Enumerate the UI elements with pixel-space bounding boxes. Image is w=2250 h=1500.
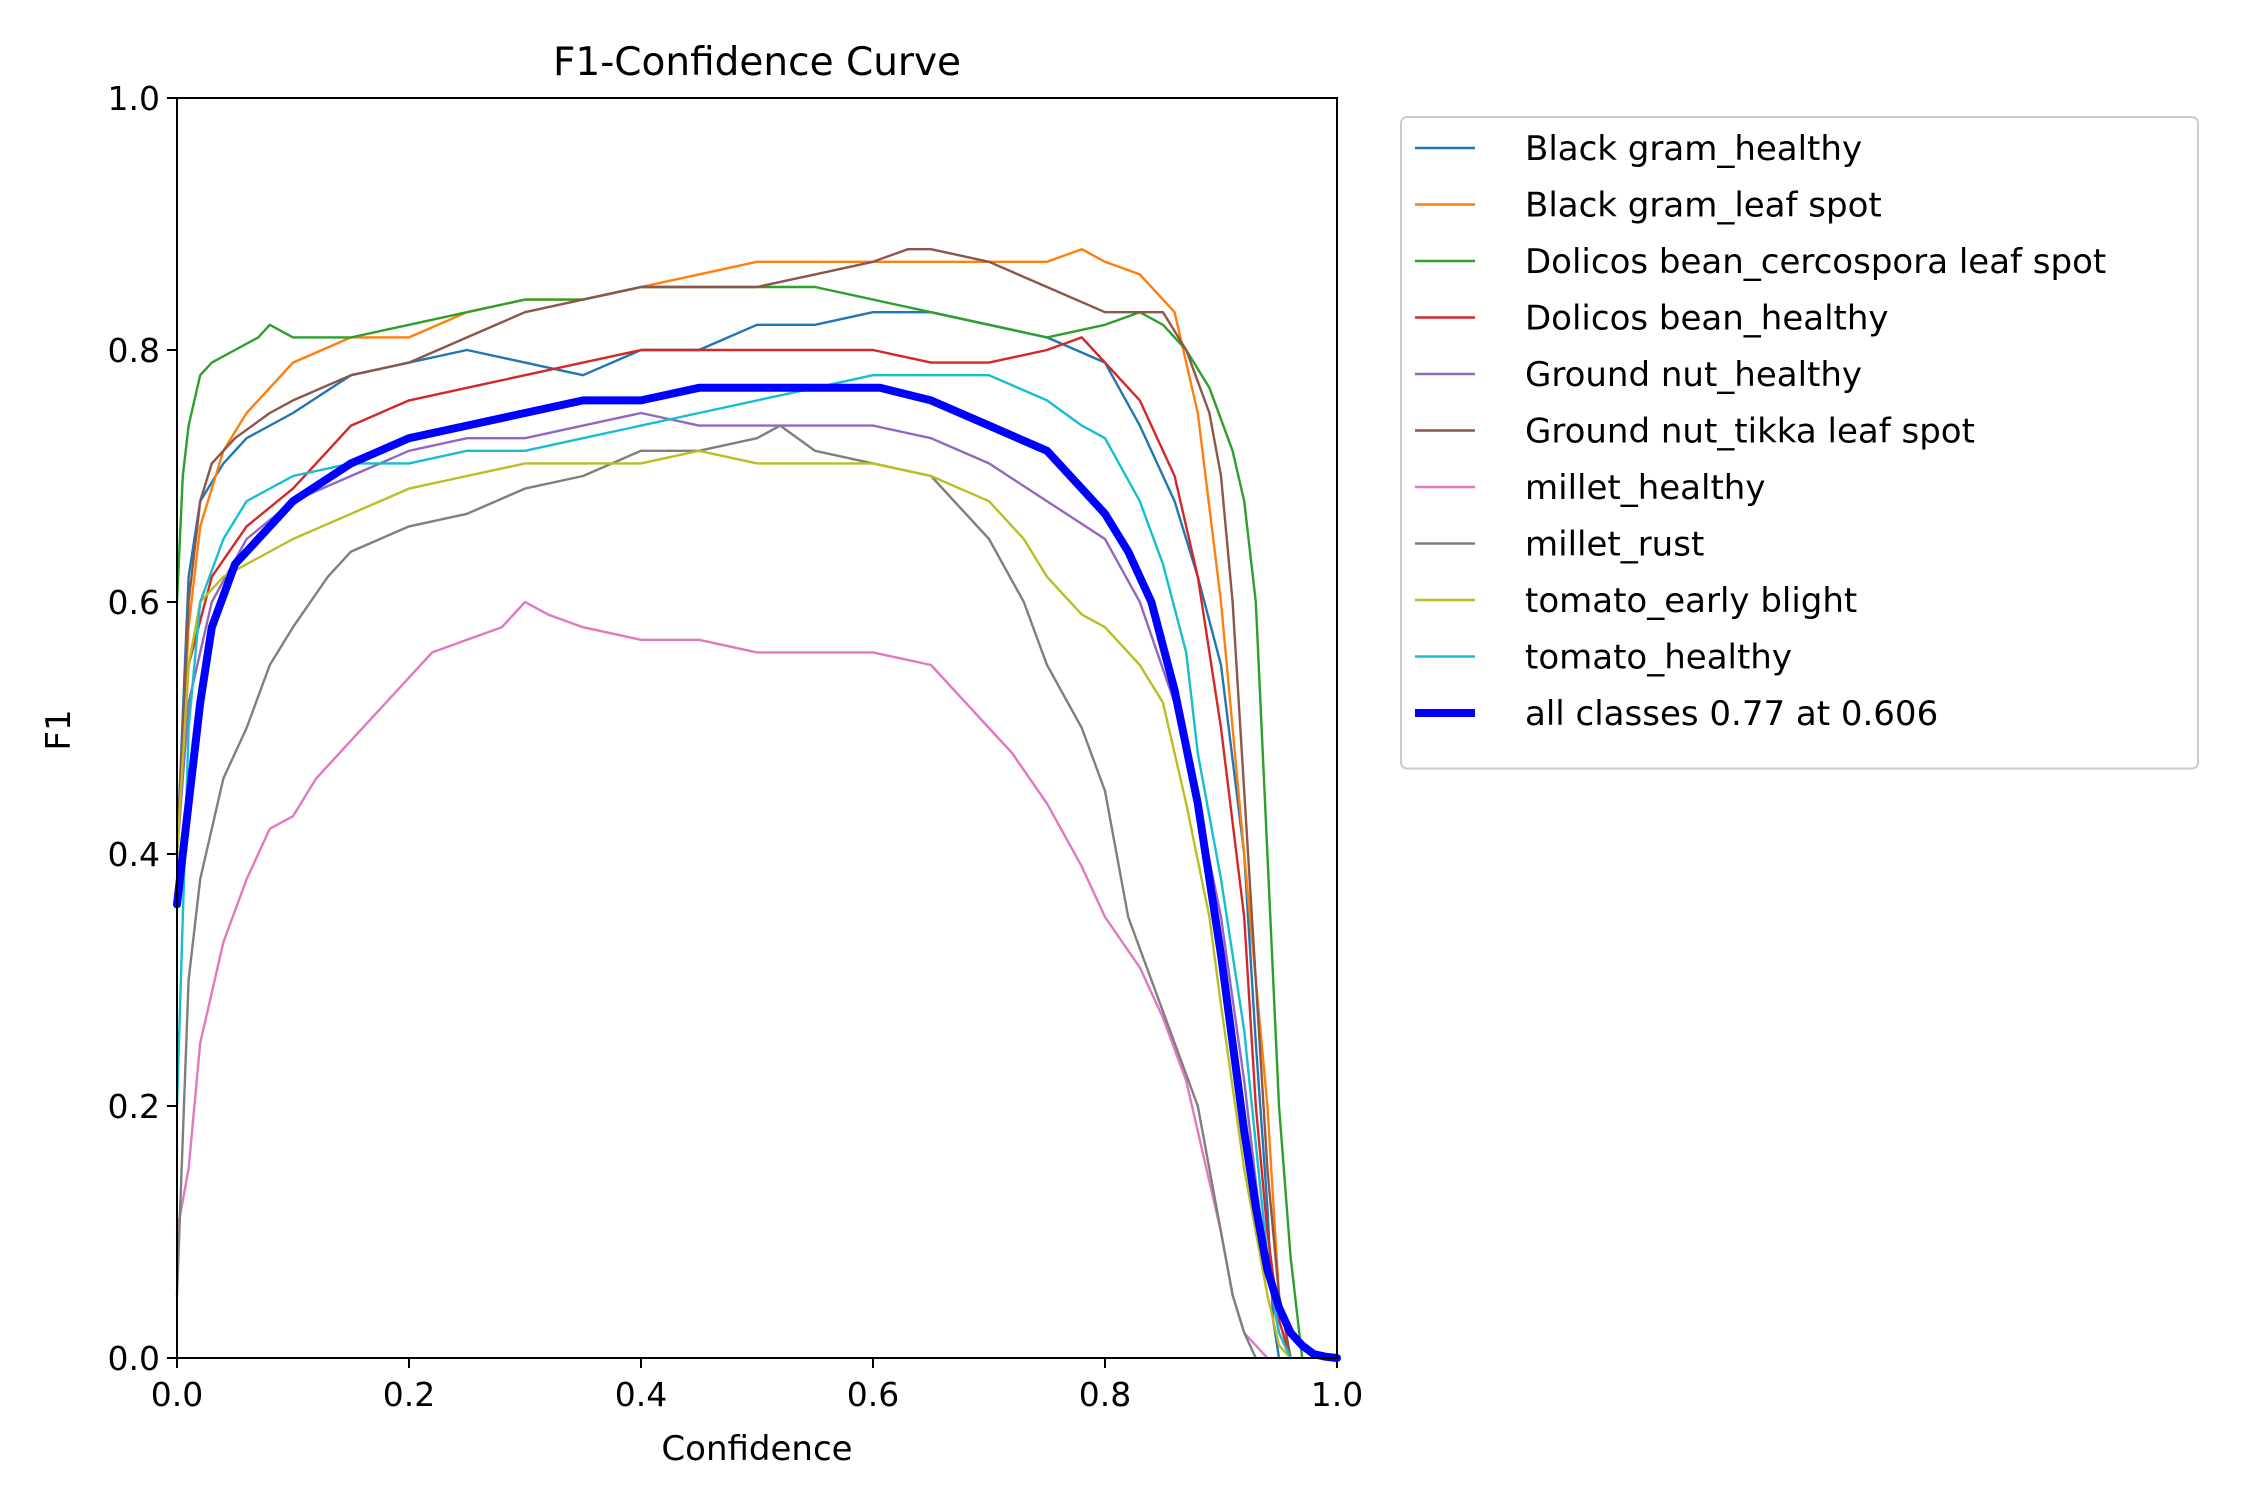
plot-frame (176, 97, 1338, 1359)
legend-label: Black gram_leaf spot (1525, 186, 1882, 226)
series-line-3 (175, 336, 1292, 1360)
axis-ticks: 0.0 0.2 0.4 0.6 0.8 1.0 0.0 0.2 0.4 0.6 0.8 1.0 (108, 79, 1364, 1414)
x-tick-label: 0.4 (615, 1375, 667, 1414)
x-tick-label: 0.0 (151, 1375, 203, 1414)
x-tick-label: 0.6 (847, 1375, 899, 1414)
legend-label: Dolicos bean_healthy (1525, 299, 1889, 339)
series-line-8 (175, 449, 1292, 1360)
series-line-0 (175, 311, 1281, 1360)
y-tick-label: 0.8 (108, 331, 160, 370)
series-line-9 (175, 374, 1292, 1360)
y-tick-label: 0.2 (108, 1087, 160, 1126)
x-tick-label: 0.8 (1079, 1375, 1131, 1414)
legend-label: Ground nut_tikka leaf spot (1525, 412, 1975, 452)
series-line-1 (175, 247, 1292, 1360)
series-line-10 (173, 383, 1341, 1362)
legend-label: tomato_healthy (1525, 638, 1792, 678)
x-axis-label: Confidence (661, 1429, 852, 1469)
y-tick-label: 1.0 (108, 79, 160, 118)
legend-label: Ground nut_healthy (1525, 355, 1862, 395)
series-lines (173, 247, 1341, 1362)
legend-label: Dolicos bean_cercospora leaf spot (1525, 242, 2106, 282)
legend-label: tomato_early blight (1525, 581, 1857, 621)
chart-title: F1-Confidence Curve (553, 40, 961, 85)
series-line-4 (175, 411, 1292, 1360)
x-tick-label: 1.0 (1311, 1375, 1363, 1414)
legend-label: Black gram_healthy (1525, 129, 1862, 169)
x-tick-label: 0.2 (383, 1375, 435, 1414)
series-line-6 (175, 600, 1269, 1360)
series-line-5 (175, 247, 1292, 1360)
legend: Black gram_healthy Black gram_leaf spot Do… (1400, 116, 2199, 770)
legend-label: all classes 0.77 at 0.606 (1525, 694, 1938, 734)
legend-box (1400, 116, 2199, 770)
y-tick-label: 0.4 (108, 835, 160, 874)
legend-label: millet_healthy (1525, 468, 1765, 508)
y-tick-label: 0.6 (108, 583, 160, 622)
y-tick-label: 0.0 (108, 1339, 160, 1378)
y-axis-label: F1 (39, 709, 79, 750)
series-line-7 (175, 424, 1258, 1360)
legend-label: millet_rust (1525, 525, 1704, 565)
